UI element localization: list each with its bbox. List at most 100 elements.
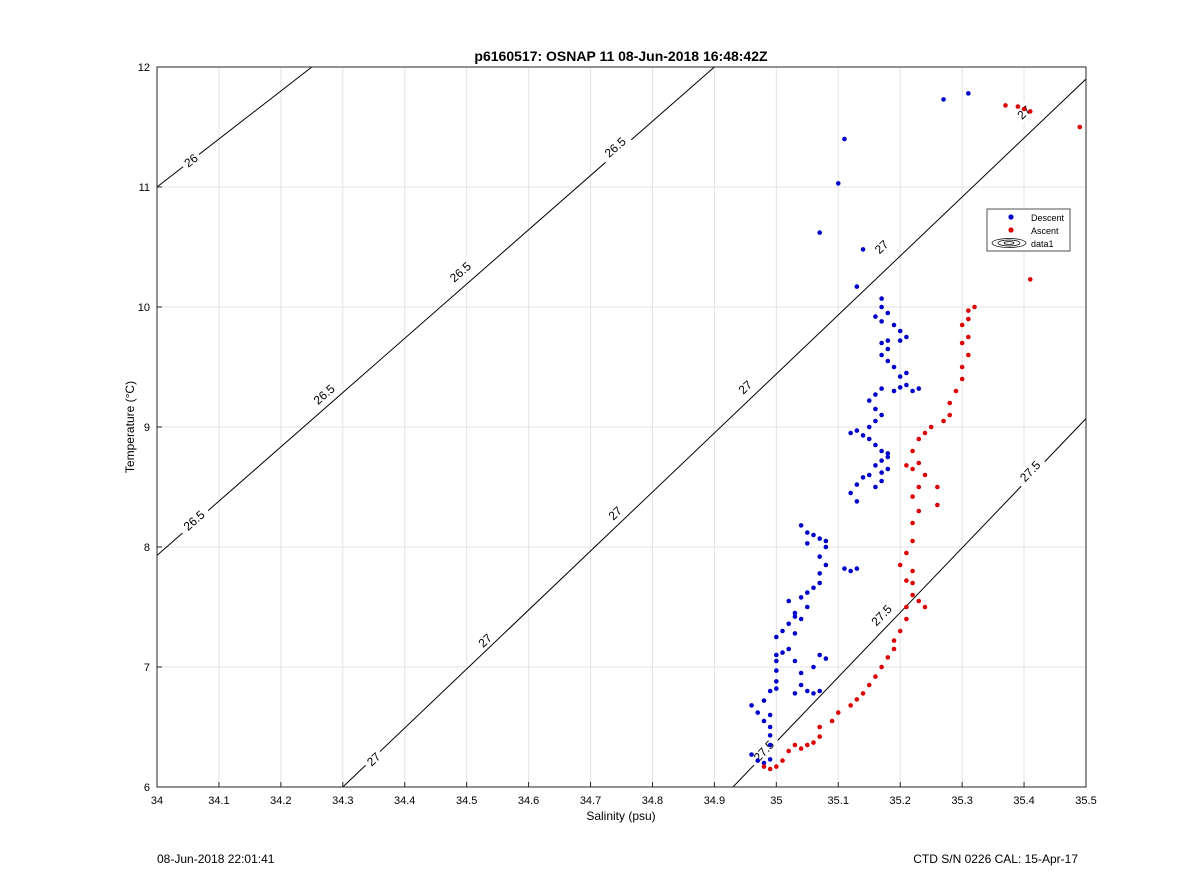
descent-point: [811, 532, 816, 538]
legend-box: [986, 208, 1071, 252]
descent-point: [873, 392, 878, 397]
ascent-point: [873, 674, 878, 679]
descent-point: [817, 536, 822, 541]
descent-point: [873, 484, 878, 490]
descent-point: [897, 385, 903, 390]
descent-point: [798, 682, 804, 688]
contour-label-background: [1012, 453, 1048, 489]
ascent-point: [817, 724, 822, 730]
descent-point: [792, 614, 798, 619]
y-tick-label: 6: [144, 782, 150, 794]
descent-point: [879, 296, 884, 301]
x-tick-label: 34.8: [642, 795, 663, 807]
ascent-point: [786, 748, 792, 754]
descent-point: [885, 451, 891, 456]
descent-point: [860, 475, 866, 480]
ascent-point: [780, 758, 785, 763]
y-tick-label: 10: [138, 302, 150, 314]
descent-point: [805, 541, 810, 546]
descent-point: [798, 616, 804, 622]
ascent-point: [966, 352, 971, 358]
ascent-point: [891, 646, 897, 652]
descent-point: [774, 652, 779, 658]
descent-point: [767, 742, 773, 748]
descent-point: [854, 482, 860, 487]
descent-point: [817, 554, 822, 559]
descent-point: [805, 604, 810, 610]
descent-point: [749, 752, 754, 757]
descent-point: [904, 334, 909, 340]
ascent-point: [947, 400, 953, 406]
ascent-point: [811, 740, 816, 745]
descent-point: [854, 566, 860, 571]
ascent-point: [904, 578, 909, 583]
descent-point: [774, 668, 779, 673]
x-tick-label: 34.4: [394, 795, 415, 807]
contour-label-background: [306, 377, 342, 412]
ascent-point: [879, 664, 884, 670]
descent-point: [904, 382, 909, 388]
descent-point: [854, 284, 860, 289]
descent-point: [817, 688, 822, 694]
ascent-point: [959, 376, 965, 382]
ascent-point: [904, 463, 909, 468]
isopycnal-26: [157, 67, 313, 188]
ascent-point: [959, 340, 965, 346]
ascent-point: [1077, 124, 1083, 130]
descent-point: [879, 304, 884, 310]
descent-point: [885, 454, 891, 460]
ascent-point: [1027, 109, 1033, 114]
ascent-point: [922, 604, 928, 610]
y-tick-label: 8: [144, 542, 150, 554]
legend-contour-icon: [991, 238, 1027, 248]
descent-point: [817, 571, 822, 576]
contour-label-background: [472, 627, 498, 653]
descent-point: [767, 757, 773, 762]
descent-point: [860, 247, 866, 252]
descent-point: [854, 499, 860, 504]
x-tick-label: 34.1: [208, 795, 229, 807]
descent-point: [774, 686, 779, 691]
contour-label-background: [864, 597, 899, 633]
ascent-point: [866, 682, 872, 688]
descent-point: [811, 691, 816, 696]
descent-point: [879, 340, 884, 346]
contour-label-background: [597, 130, 633, 164]
x-tick-label: 35: [770, 795, 782, 807]
contour-label-background: [868, 234, 894, 259]
descent-point: [916, 386, 922, 391]
chart-title: p6160517: OSNAP 11 08-Jun-2018 16:48:42Z: [474, 48, 768, 64]
x-tick-label: 34.7: [580, 795, 601, 807]
ascent-point: [935, 484, 940, 490]
descent-point: [879, 319, 884, 324]
ascent-point: [922, 430, 928, 436]
ascent-point: [966, 308, 971, 313]
contour-label-background: [746, 733, 781, 769]
descent-point: [823, 656, 829, 661]
descent-point: [817, 652, 822, 658]
descent-point: [879, 412, 884, 418]
ascent-point: [910, 448, 915, 454]
ascent-point: [910, 538, 915, 544]
ascent-point: [947, 412, 953, 418]
legend-ascent-label: Ascent: [1031, 226, 1059, 236]
descent-point: [767, 688, 773, 694]
contour-label-background: [1011, 99, 1037, 125]
descent-point: [755, 710, 761, 715]
descent-point: [866, 436, 872, 442]
ascent-point: [891, 638, 897, 643]
descent-point: [897, 328, 903, 334]
ascent-point: [904, 550, 909, 556]
ascent-point: [910, 568, 915, 574]
density-contours: 2626.526.526.526.527272727272727.527.527…: [157, 67, 1086, 787]
descent-point: [885, 346, 891, 352]
ascent-point: [941, 418, 946, 424]
descent-point: [966, 91, 971, 96]
descent-point: [842, 136, 847, 142]
descent-point: [823, 538, 829, 544]
ascent-point: [835, 710, 841, 715]
descent-point: [873, 442, 878, 448]
descent-point: [792, 610, 798, 616]
descent-point: [842, 566, 847, 571]
